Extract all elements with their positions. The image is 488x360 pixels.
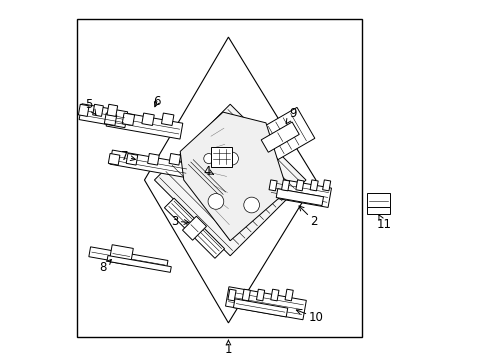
Bar [161,113,174,126]
Polygon shape [144,37,315,323]
Circle shape [203,154,213,163]
Bar [184,156,229,201]
Bar [104,113,117,126]
Bar [366,193,389,210]
Circle shape [225,152,238,165]
Bar [154,104,305,256]
Bar [242,289,250,301]
Bar [295,180,303,191]
Bar [225,287,305,320]
Bar [261,122,299,152]
Bar [227,289,236,301]
Bar [93,104,103,116]
Bar [322,180,330,191]
Bar [366,207,389,213]
Text: 11: 11 [376,215,390,231]
Bar [109,245,133,265]
Bar [210,147,231,167]
Bar [79,104,127,128]
Bar [256,289,264,301]
Text: 6: 6 [153,95,161,108]
Bar [164,198,224,258]
Text: 10: 10 [296,310,323,324]
Bar [268,180,277,191]
Bar [268,177,331,207]
Bar [108,153,120,165]
Text: 1: 1 [224,340,232,356]
Bar [142,113,154,126]
Bar [107,104,118,116]
Text: 7: 7 [121,150,135,163]
Text: 5: 5 [85,99,96,114]
Text: 2: 2 [299,206,317,228]
Bar [285,289,293,301]
Text: 8: 8 [100,260,111,274]
Bar [126,153,138,165]
Bar [169,153,180,165]
Bar [122,113,134,126]
Bar [233,299,287,317]
Bar [89,247,167,270]
Bar [281,180,289,191]
Bar [110,150,189,178]
Bar [270,289,278,301]
Text: 9: 9 [285,107,296,124]
Bar [276,189,323,206]
Circle shape [244,197,259,213]
Bar [106,110,183,139]
Polygon shape [180,112,287,241]
Bar [147,153,159,165]
Circle shape [207,194,224,209]
Bar [77,19,362,337]
Text: 3: 3 [171,215,188,228]
Bar [78,104,89,116]
Bar [107,256,171,273]
Text: 4: 4 [203,165,213,177]
Bar [182,216,206,240]
Bar [259,107,314,160]
Bar [309,180,318,191]
